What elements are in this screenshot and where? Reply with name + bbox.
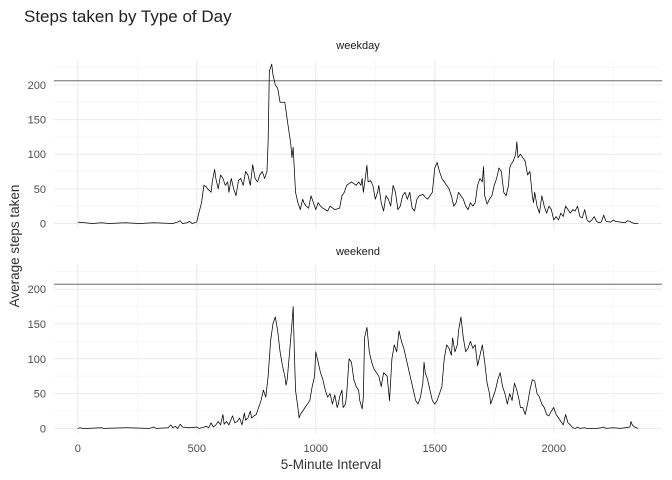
series-line-weekday [77, 63, 639, 224]
x-tick-labels: 0 500 1000 1500 2000 [75, 443, 566, 455]
y-tick-labels-weekend: 0 50 100 150 200 [28, 284, 46, 435]
facet-panel-weekend: weekend 0 50 100 150 200 [28, 246, 662, 435]
chart-title: Steps taken by Type of Day [24, 7, 232, 26]
y-tick-label: 50 [34, 389, 46, 401]
x-tick-label: 2000 [541, 443, 565, 455]
y-axis-title: Average steps taken [7, 185, 22, 308]
y-tick-label: 100 [28, 354, 46, 366]
y-tick-label: 0 [40, 218, 46, 230]
grid-weekend [54, 264, 662, 434]
y-tick-label: 0 [40, 423, 46, 435]
y-tick-label: 150 [28, 319, 46, 331]
x-axis-title: 5-Minute Interval [281, 457, 382, 472]
facet-panel-weekday: weekday 0 50 100 150 200 [28, 40, 662, 230]
strip-label-weekday: weekday [335, 40, 380, 52]
y-tick-label: 100 [28, 149, 46, 161]
y-tick-label: 50 [34, 184, 46, 196]
y-tick-label: 200 [28, 284, 46, 296]
grid-weekday [54, 60, 662, 229]
x-tick-label: 1000 [304, 443, 328, 455]
y-tick-label: 200 [28, 80, 46, 92]
y-tick-label: 150 [28, 115, 46, 127]
x-tick-label: 0 [75, 443, 81, 455]
x-tick-label: 500 [188, 443, 206, 455]
x-tick-label: 1500 [423, 443, 447, 455]
y-tick-labels-weekday: 0 50 100 150 200 [28, 80, 46, 231]
series-line-weekend [77, 306, 639, 429]
strip-label-weekend: weekend [335, 246, 380, 258]
